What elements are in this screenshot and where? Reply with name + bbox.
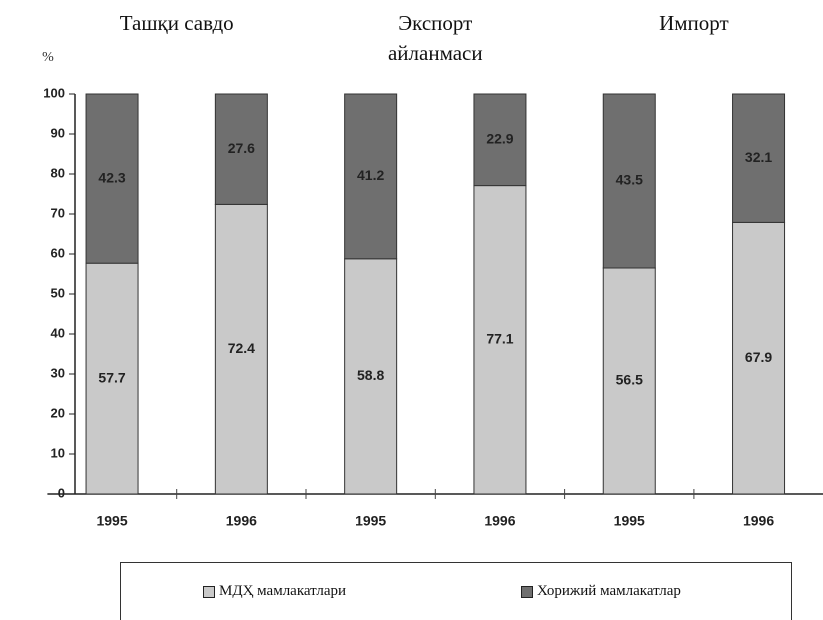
data-label: 56.5: [616, 372, 643, 388]
y-tick-label: 40: [51, 325, 65, 340]
bar-segment: [602, 267, 656, 495]
bar-segment: [214, 93, 268, 205]
bar-segment: [602, 93, 656, 269]
x-tick-label: 1995: [614, 513, 645, 529]
y-tick-label: 80: [51, 165, 65, 180]
x-tick-label: 1996: [226, 513, 257, 529]
data-label: 72.4: [228, 340, 255, 356]
x-tick-label: 1996: [484, 513, 515, 529]
bar-segment: [85, 93, 139, 264]
legend-swatch: [203, 585, 215, 598]
legend-item: МДҲ мамлакатлари: [203, 583, 346, 600]
legend-item: Хорижий мамлакатлар: [521, 583, 681, 600]
y-tick-label: 90: [51, 125, 65, 140]
group-title: Импорт: [659, 11, 729, 35]
legend-label: МДҲ мамлакатлари: [219, 583, 347, 599]
data-label: 67.9: [745, 349, 772, 365]
bar-segment: [732, 221, 786, 495]
y-tick-label: 50: [51, 285, 65, 300]
y-tick-label: 0: [58, 485, 65, 500]
y-axis-label: %: [42, 50, 54, 65]
group-title: Экспорт айланмаси: [387, 11, 483, 65]
y-tick-label: 100: [43, 85, 65, 100]
x-tick-label: 1995: [355, 513, 386, 529]
bar-segment: [344, 93, 398, 260]
data-label: 42.3: [98, 169, 125, 185]
x-tick-label: 1995: [96, 513, 127, 529]
data-label: 41.2: [357, 167, 384, 183]
x-tick-label: 1996: [743, 513, 774, 529]
legend-label: Хорижий мамлакатлар: [537, 583, 681, 599]
data-label: 77.1: [486, 331, 513, 347]
y-tick-label: 20: [51, 405, 65, 420]
y-tick-label: 60: [51, 245, 65, 260]
bar-segment: [344, 258, 398, 495]
group-title: Ташқи савдо: [119, 11, 234, 35]
y-tick-label: 70: [51, 205, 65, 220]
data-label: 57.7: [98, 369, 125, 385]
bar-segment: [473, 93, 527, 187]
bar-segment: [732, 93, 786, 223]
data-label: 27.6: [228, 140, 255, 156]
data-label: 43.5: [616, 172, 643, 188]
data-label: 22.9: [486, 131, 513, 147]
legend-swatch: [521, 585, 533, 598]
bar-segment: [473, 185, 527, 495]
data-label: 58.8: [357, 367, 384, 383]
data-label: 32.1: [745, 149, 772, 165]
y-tick-label: 10: [51, 445, 65, 460]
y-tick-label: 30: [51, 365, 65, 380]
legend: МДҲ мамлакатлари Хорижий мамлакатлар: [120, 562, 792, 620]
